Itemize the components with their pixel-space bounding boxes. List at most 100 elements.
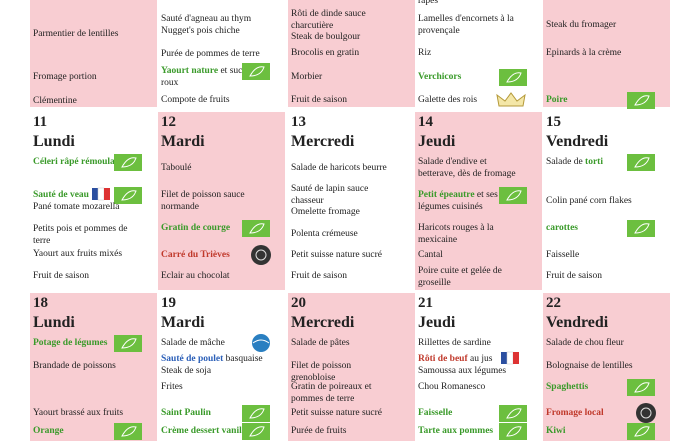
item-text: Salade d'endive et betterave, dès de fro… bbox=[418, 157, 516, 179]
day-number: 12 bbox=[161, 114, 176, 130]
item-text: Brocolis en gratin bbox=[291, 48, 360, 58]
item-text: Lamelles d'encornets à la provençale bbox=[418, 14, 514, 36]
bio-icon bbox=[627, 154, 655, 171]
day-number: 18 bbox=[33, 295, 48, 311]
item-text: râpés bbox=[418, 0, 439, 6]
item-text: et sucre roux bbox=[161, 66, 250, 88]
item-text: Gratin de courge bbox=[161, 223, 231, 233]
bio-icon bbox=[242, 405, 270, 422]
item-text: Carré du Trièves bbox=[161, 250, 230, 260]
day-cell: 13 Mercredi Salade de haricots beurre Sauté… bbox=[288, 112, 415, 290]
menu-item: Salade d'endive et betterave, dès de fro… bbox=[418, 156, 524, 180]
bio-icon bbox=[114, 335, 142, 352]
item-text: Filet de poisson grenobloise bbox=[291, 361, 352, 383]
item-text: Sauté de lapin sauce chasseur bbox=[291, 184, 369, 206]
item-text: Parmentier de lentilles bbox=[33, 29, 119, 39]
menu-item: Purée de fruits bbox=[291, 425, 397, 437]
item-text: Frites bbox=[161, 382, 183, 392]
item-text: Colin pané corn flakes bbox=[546, 196, 632, 206]
menu-item: Fruit de saison bbox=[291, 270, 397, 282]
item-text: et ses légumes cuisinés bbox=[418, 190, 498, 212]
item-text: Purée de fruits bbox=[291, 426, 347, 436]
bio-icon bbox=[627, 379, 655, 396]
menu-item: Rôti de beuf au jus bbox=[418, 353, 524, 365]
menu-item: Nugget's pois chiche bbox=[161, 25, 267, 37]
menu-item: Salade de mâche bbox=[161, 337, 267, 349]
menu-item: Cantal bbox=[418, 249, 524, 261]
menu-item: Fruit de saison bbox=[291, 94, 397, 106]
item-text: Fromage portion bbox=[33, 72, 97, 82]
day-name: Mercredi bbox=[291, 314, 355, 331]
item-text: Riz bbox=[418, 48, 432, 58]
menu-item: Rôti de dinde sauce charcutière bbox=[291, 8, 397, 32]
menu-item: Petit suisse nature sucré bbox=[291, 407, 397, 419]
menu-item: Brandade de poissons bbox=[33, 360, 139, 372]
item-text: Gratin de poireaux et pommes de terre bbox=[291, 382, 372, 404]
menu-item: Poire cuite et gelée de groseille bbox=[418, 265, 524, 289]
menu-item: Bolognaise de lentilles bbox=[546, 360, 652, 372]
item-text: Clémentine bbox=[33, 96, 77, 106]
day-number: 20 bbox=[291, 295, 306, 311]
day-number: 22 bbox=[546, 295, 561, 311]
bio-icon bbox=[242, 63, 270, 80]
item-text: Rôti de beuf bbox=[418, 354, 468, 364]
day-cell: 11 Lundi Céleri râpé rémoulade Sauté de vea… bbox=[30, 112, 157, 290]
day-name: Vendredi bbox=[546, 314, 609, 331]
menu-item: Parmentier de lentilles bbox=[33, 28, 139, 40]
menu-item: Frites bbox=[161, 381, 267, 393]
menu-item: Gratin de courge bbox=[161, 222, 267, 234]
menu-item: râpés bbox=[418, 0, 524, 7]
item-text: Céleri râpé rémoulade bbox=[33, 157, 125, 167]
menu-item: Salade de haricots beurre bbox=[291, 162, 397, 174]
item-text: Omelette fromage bbox=[291, 207, 360, 217]
bio-icon bbox=[499, 423, 527, 440]
menu-item: Gratin de poireaux et pommes de terre bbox=[291, 381, 397, 405]
crown-icon bbox=[496, 92, 526, 107]
item-text: Rillettes de sardine bbox=[418, 338, 491, 348]
day-name: Lundi bbox=[33, 133, 75, 150]
item-text: Epinards à la crème bbox=[546, 48, 622, 58]
menu-item: Epinards à la crème bbox=[546, 47, 652, 59]
item-text: Cantal bbox=[418, 250, 443, 260]
day-name: Jeudi bbox=[418, 133, 456, 150]
item-text: Tarte aux pommes bbox=[418, 426, 494, 436]
item-text: Fromage local bbox=[546, 408, 604, 418]
menu-item: Haricots rouges à la mexicaine bbox=[418, 222, 524, 246]
item-text: Petits pois et pommes de terre bbox=[33, 224, 128, 246]
label-bio-icon bbox=[92, 187, 142, 204]
menu-item: Petit épeautre et ses légumes cuisinés bbox=[418, 189, 524, 213]
item-text: Pané tomate mozarella bbox=[33, 202, 120, 212]
item-text: Salade de haricots beurre bbox=[291, 163, 387, 173]
menu-item: Pané tomate mozarella bbox=[33, 201, 139, 213]
bio-icon bbox=[242, 423, 270, 440]
item-text: Yaourt nature bbox=[161, 66, 219, 76]
day-number: 14 bbox=[418, 114, 433, 130]
menu-item: Steak du fromager bbox=[546, 19, 652, 31]
menu-item: Spaghettis bbox=[546, 381, 652, 393]
menu-item: Salade de pâtes bbox=[291, 337, 397, 349]
round-icon bbox=[251, 245, 271, 265]
bio-icon bbox=[627, 220, 655, 237]
day-number: 19 bbox=[161, 295, 176, 311]
item-text: Faisselle bbox=[546, 250, 580, 260]
menu-item: Salade de chou fleur bbox=[546, 337, 652, 349]
bio-icon bbox=[499, 187, 527, 204]
menu-item: Kiwi bbox=[546, 425, 652, 437]
day-cell: 21 Jeudi Rillettes de sardine Rôti de beuf … bbox=[415, 293, 542, 441]
menu-item: Galette des rois bbox=[418, 94, 524, 106]
day-number: 11 bbox=[33, 114, 48, 130]
menu-item: Céleri râpé rémoulade bbox=[33, 156, 139, 168]
menu-item: Faisselle bbox=[546, 249, 652, 261]
menu-item: Fruit de saison bbox=[546, 270, 652, 282]
menu-item: Fruit de saison bbox=[33, 270, 139, 282]
day-cell: 22 Vendredi Salade de chou fleur Bolognaise… bbox=[543, 293, 670, 441]
day-cell: Rôti de dinde sauce charcutière Steak de … bbox=[288, 0, 415, 107]
item-text: torti bbox=[585, 157, 603, 167]
item-text: carottes bbox=[546, 223, 579, 233]
item-text: au jus bbox=[467, 354, 493, 364]
item-text: Spaghettis bbox=[546, 382, 589, 392]
bio-icon bbox=[627, 92, 655, 109]
day-name: Mardi bbox=[161, 314, 205, 331]
menu-item: Sauté de lapin sauce chasseur bbox=[291, 183, 397, 207]
